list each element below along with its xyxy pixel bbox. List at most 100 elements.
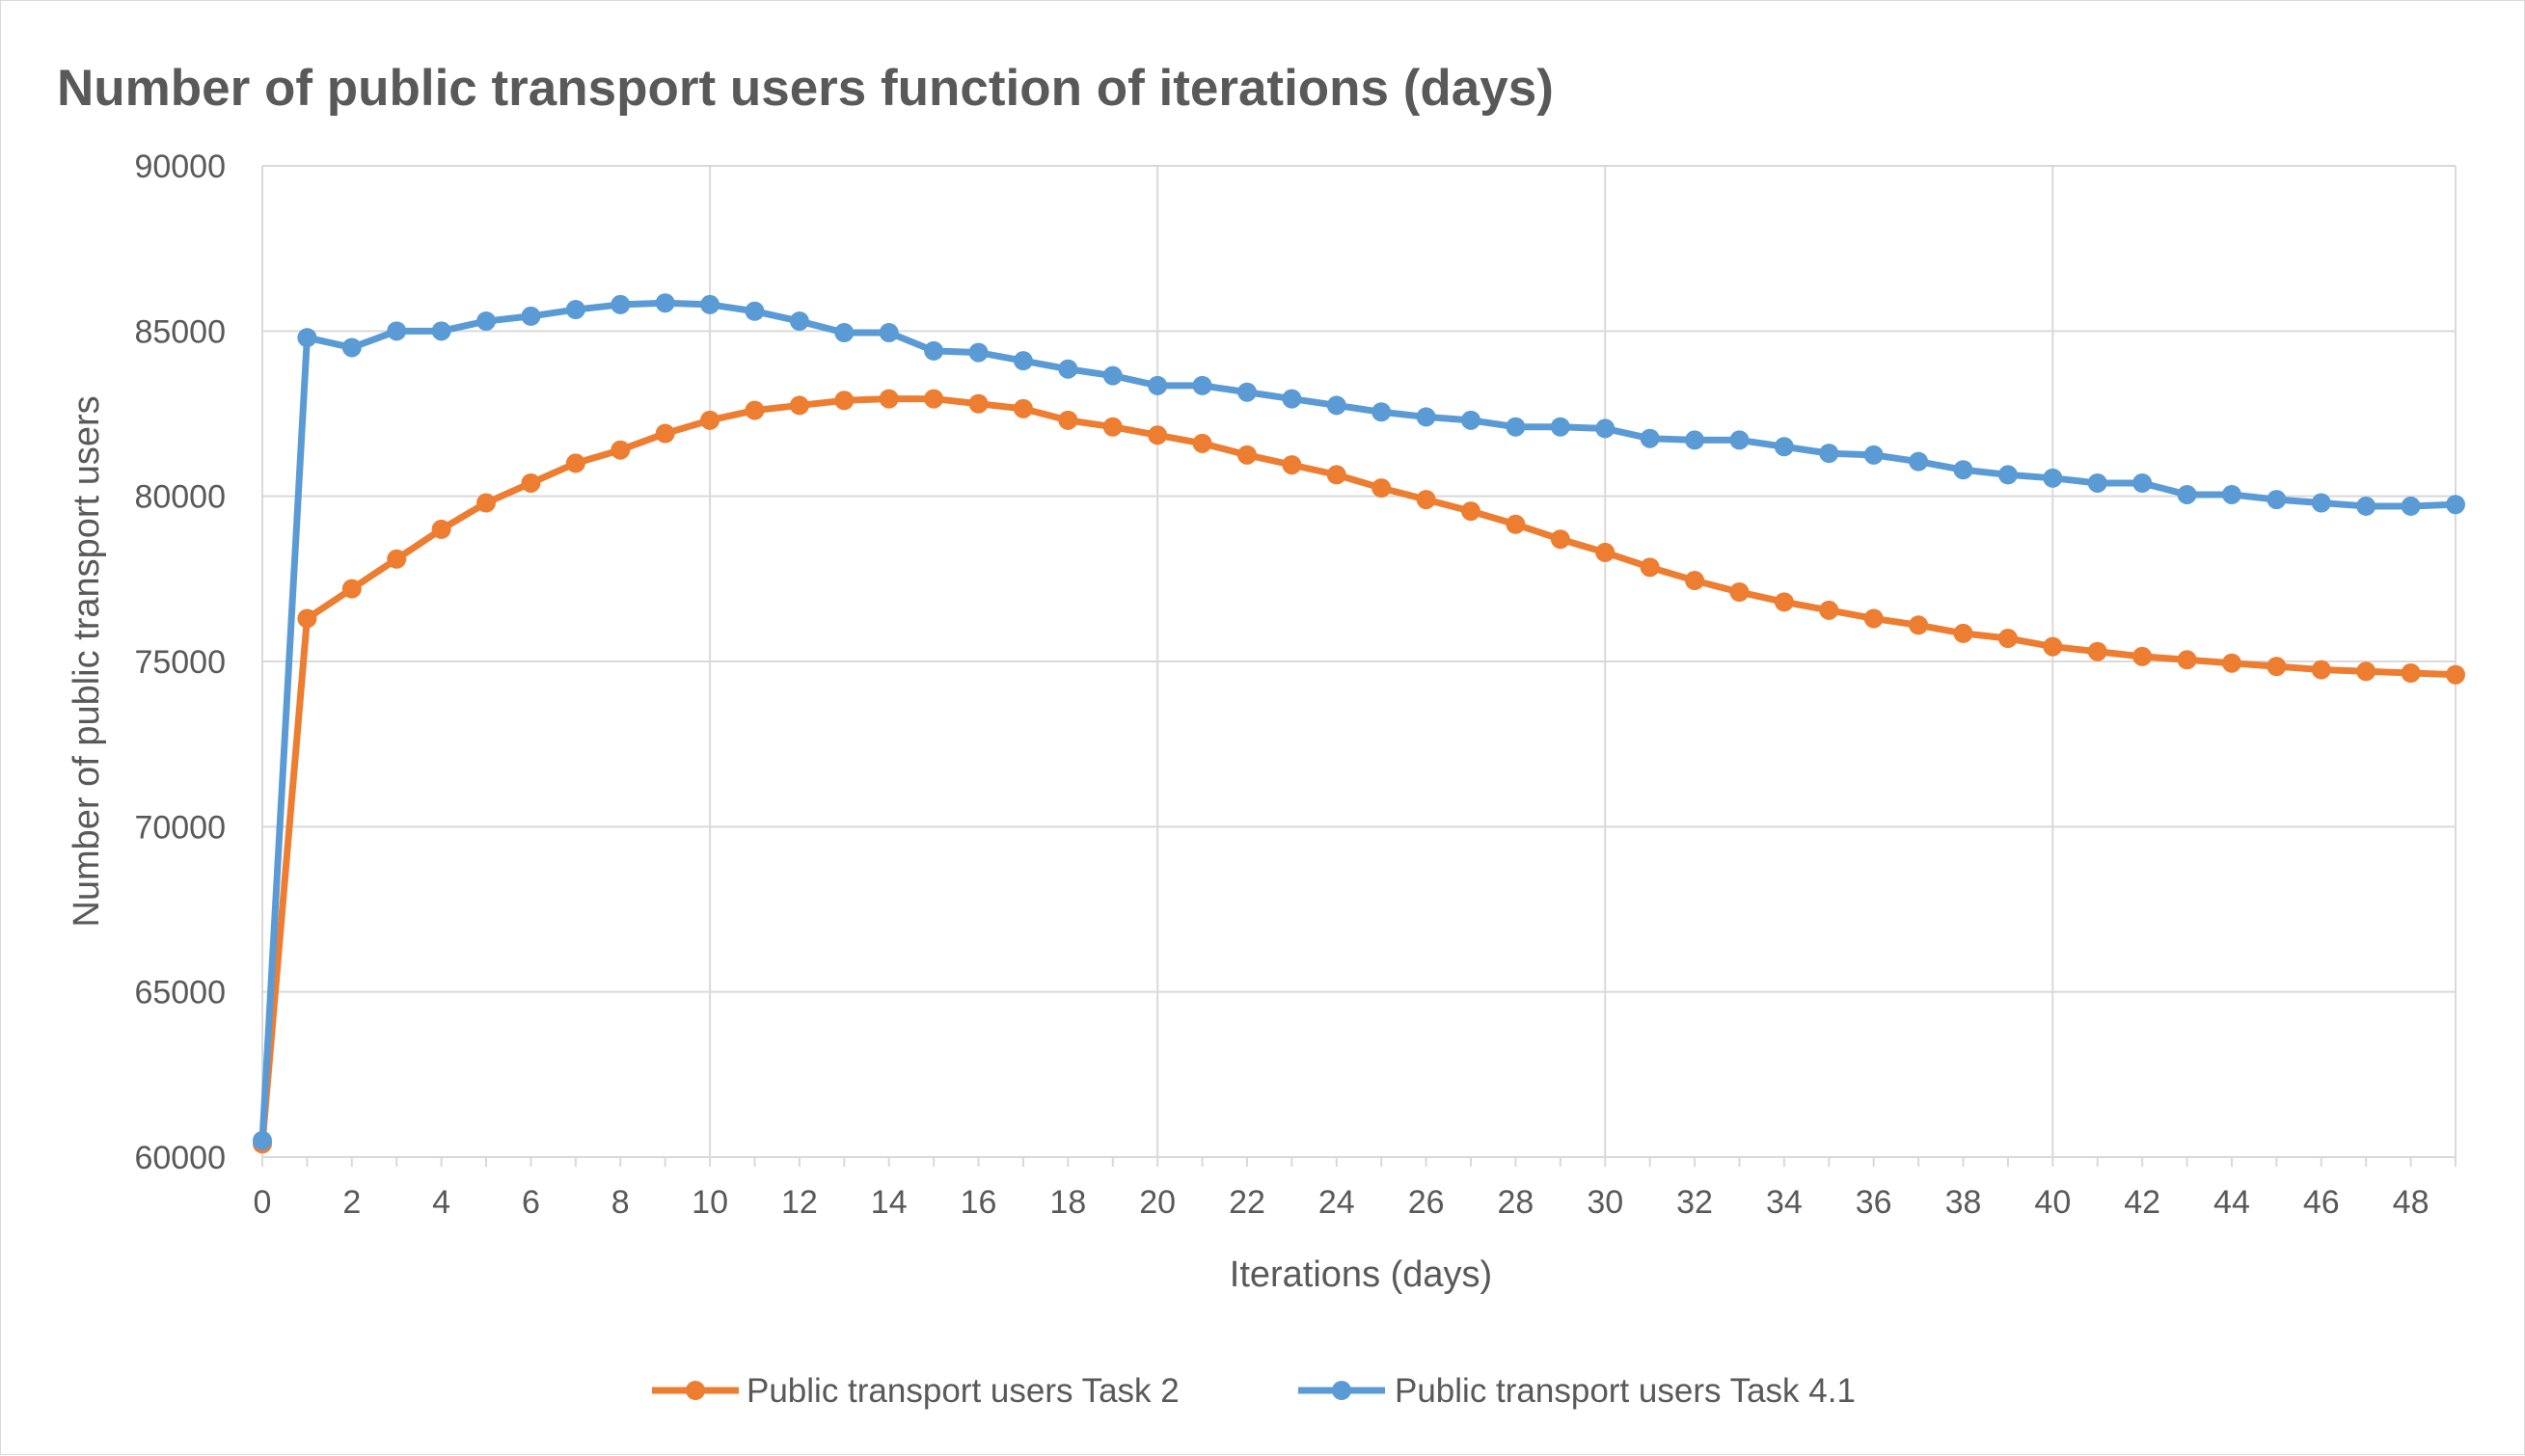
series-group — [253, 293, 2465, 1154]
series-2 — [253, 293, 2465, 1150]
data-point — [565, 300, 585, 320]
data-point — [1192, 375, 1212, 395]
data-point — [476, 493, 497, 513]
data-point — [1148, 425, 1168, 445]
data-point — [431, 321, 451, 341]
x-tick-label: 46 — [2303, 1184, 2340, 1221]
data-point — [387, 549, 407, 569]
x-tick-label: 36 — [1856, 1184, 1892, 1221]
data-point — [297, 328, 317, 348]
data-point — [2177, 484, 2197, 504]
data-point — [1236, 382, 1257, 402]
data-point — [745, 301, 765, 321]
y-tick-label: 90000 — [134, 148, 226, 185]
data-point — [1506, 417, 1526, 437]
data-point — [1282, 389, 1302, 409]
data-point — [1595, 542, 1615, 562]
x-tick-label: 6 — [522, 1184, 540, 1221]
data-point — [789, 395, 809, 416]
data-point — [2043, 636, 2063, 657]
data-point — [253, 1130, 272, 1150]
legend-swatch-marker — [686, 1381, 705, 1400]
y-tick-label: 70000 — [134, 809, 226, 846]
y-tick-label: 60000 — [134, 1140, 226, 1176]
data-point — [2356, 496, 2376, 516]
x-tick-label: 18 — [1049, 1184, 1086, 1221]
data-point — [1416, 407, 1436, 427]
data-point — [1863, 445, 1884, 465]
data-point — [297, 608, 317, 629]
x-tick-label: 20 — [1139, 1184, 1176, 1221]
data-point — [1774, 592, 1794, 612]
x-tick-label: 30 — [1587, 1184, 1623, 1221]
data-point — [431, 519, 451, 539]
x-tick-label: 14 — [871, 1184, 908, 1221]
data-point — [1729, 582, 1750, 603]
data-point — [1236, 445, 1257, 465]
series-line — [258, 299, 2457, 1142]
x-tick-label: 22 — [1229, 1184, 1265, 1221]
data-point — [1282, 455, 1302, 475]
data-point — [1416, 490, 1436, 510]
data-point — [2311, 660, 2331, 680]
data-point — [1640, 428, 1660, 448]
y-tick-label: 75000 — [134, 644, 226, 681]
data-point — [2132, 646, 2153, 666]
data-point — [700, 294, 720, 314]
data-point — [1102, 417, 1123, 437]
data-point — [387, 321, 407, 341]
x-tick-label: 0 — [254, 1184, 272, 1221]
data-point — [2132, 472, 2153, 493]
data-point — [968, 393, 989, 414]
data-point — [1774, 437, 1794, 457]
data-point — [789, 311, 809, 332]
data-point — [1013, 398, 1033, 418]
data-point — [2221, 484, 2241, 504]
series-line — [258, 395, 2457, 1145]
data-point — [611, 440, 631, 460]
legend-swatch-marker — [1332, 1381, 1351, 1400]
data-point — [2043, 468, 2063, 488]
data-point — [2446, 664, 2465, 685]
data-point — [1371, 478, 1392, 499]
data-point — [1550, 529, 1570, 550]
x-tick-label: 28 — [1498, 1184, 1534, 1221]
data-point — [1909, 451, 1929, 472]
y-tick-label: 80000 — [134, 479, 226, 516]
legend-label: Public transport users Task 2 — [747, 1372, 1180, 1410]
data-point — [1148, 375, 1168, 395]
data-point — [745, 400, 765, 420]
data-point — [1863, 608, 1884, 629]
data-point — [1058, 410, 1078, 430]
data-point — [655, 423, 675, 444]
data-point — [879, 323, 899, 343]
data-point — [879, 389, 899, 409]
data-point — [2221, 653, 2241, 673]
data-point — [2401, 496, 2421, 516]
legend: Public transport users Task 2 Public tran… — [652, 1372, 1856, 1410]
data-point — [924, 340, 944, 361]
x-tick-label: 26 — [1408, 1184, 1445, 1221]
data-point — [1729, 430, 1750, 450]
data-point — [2267, 657, 2287, 677]
x-tick-label: 42 — [2124, 1184, 2160, 1221]
data-point — [2087, 641, 2107, 661]
data-point — [2267, 490, 2287, 510]
data-point — [834, 391, 855, 411]
data-point — [2311, 493, 2331, 513]
data-point — [341, 579, 362, 599]
chart-title: Number of public transport users functio… — [57, 60, 1554, 117]
x-tick-label: 10 — [692, 1184, 728, 1221]
gridlines — [261, 165, 2457, 1158]
data-point — [1997, 465, 2018, 485]
data-point — [1997, 629, 2018, 649]
x-tick-label: 48 — [2393, 1184, 2430, 1221]
x-tick-label: 34 — [1766, 1184, 1803, 1221]
x-tick-label: 38 — [1945, 1184, 1982, 1221]
data-point — [2446, 495, 2465, 515]
data-point — [2087, 472, 2107, 493]
x-tick-label: 44 — [2213, 1184, 2250, 1221]
